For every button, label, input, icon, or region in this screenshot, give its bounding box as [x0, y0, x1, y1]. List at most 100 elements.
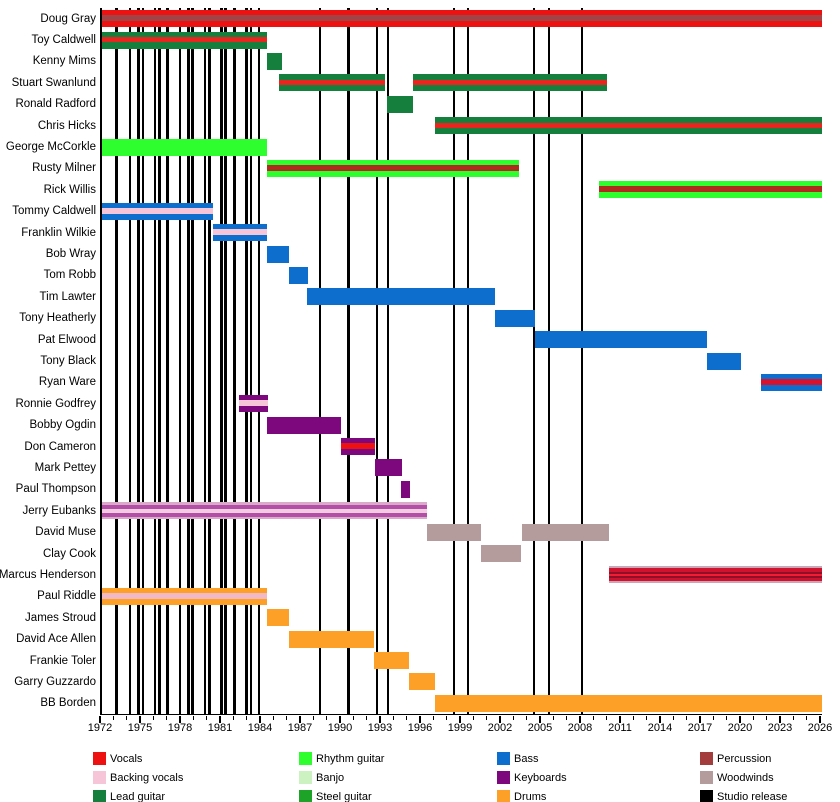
- x-axis-tick-label: 2011: [608, 722, 632, 734]
- studio-release-line: [318, 8, 322, 714]
- role-stripe: [267, 609, 289, 627]
- legend-swatch-studio-release: [700, 790, 713, 802]
- role-stripe: [435, 128, 822, 135]
- legend-swatch-lead-guitar: [93, 790, 106, 802]
- minor-tick: [245, 715, 248, 720]
- role-stripe: [435, 117, 822, 123]
- major-tick: [819, 715, 821, 723]
- role-stripe: [340, 438, 375, 443]
- studio-release-line: [580, 8, 584, 714]
- minor-tick: [592, 715, 595, 720]
- role-stripe: [598, 192, 822, 199]
- legend-label: Rhythm guitar: [316, 753, 385, 765]
- member-bar: [522, 523, 609, 541]
- legend-swatch-drums: [497, 790, 510, 802]
- studio-release-line: [466, 8, 470, 714]
- minor-tick: [192, 715, 195, 720]
- member-label: Tom Robb: [43, 269, 96, 282]
- member-bar: [480, 545, 521, 563]
- legend-swatch-rhythm-guitar: [299, 752, 312, 765]
- minor-tick: [792, 715, 795, 720]
- role-stripe: [288, 266, 308, 284]
- member-bar: [400, 480, 410, 498]
- member-bar: [279, 74, 386, 92]
- minor-tick: [632, 715, 635, 720]
- minor-tick: [605, 715, 608, 720]
- minor-tick: [312, 715, 315, 720]
- role-stripe: [267, 245, 289, 263]
- legend-swatch-percussion: [700, 752, 713, 765]
- role-stripe: [608, 581, 822, 584]
- major-tick: [139, 715, 141, 723]
- major-tick: [419, 715, 421, 723]
- member-bar: [288, 630, 374, 648]
- member-label: Tony Black: [40, 355, 96, 367]
- member-bar: [435, 117, 822, 135]
- studio-release-line: [220, 8, 223, 714]
- minor-tick: [205, 715, 208, 720]
- minor-tick: [645, 715, 648, 720]
- member-label: Tony Heatherly: [19, 312, 96, 325]
- member-bar: [239, 395, 268, 413]
- member-bar: [374, 459, 402, 477]
- member-bar: [267, 245, 289, 263]
- legend-swatch-backing-vocals: [93, 771, 106, 784]
- member-label: Rusty Milner: [32, 162, 96, 175]
- member-bar: [266, 416, 341, 434]
- studio-release-line: [128, 8, 132, 714]
- minor-tick: [672, 715, 675, 720]
- member-label: Paul Thompson: [15, 483, 96, 496]
- member-label: Tommy Caldwell: [12, 205, 96, 218]
- role-stripe: [288, 630, 374, 648]
- role-stripe: [387, 95, 413, 113]
- role-stripe: [102, 37, 268, 43]
- studio-release-line: [375, 8, 379, 714]
- major-tick: [99, 715, 101, 723]
- studio-release-line: [187, 8, 190, 714]
- member-bar: [412, 74, 608, 92]
- minor-tick: [765, 715, 768, 720]
- minor-tick: [152, 715, 155, 720]
- role-stripe: [267, 170, 520, 177]
- role-stripe: [239, 406, 268, 413]
- x-axis-tick-label: 1987: [287, 722, 313, 734]
- member-label: Stuart Swanlund: [11, 76, 96, 89]
- minor-tick: [472, 715, 475, 720]
- studio-release-line: [386, 8, 390, 714]
- role-stripe: [239, 395, 268, 401]
- major-tick: [259, 715, 261, 723]
- studio-release-line: [153, 8, 157, 714]
- legend-label: Drums: [514, 791, 547, 802]
- role-stripe: [535, 331, 708, 349]
- major-tick: [659, 715, 661, 723]
- role-stripe: [608, 573, 822, 577]
- studio-release-line: [452, 8, 456, 714]
- member-label: Frankie Toler: [29, 654, 96, 667]
- role-stripe: [598, 186, 822, 193]
- studio-release-line: [166, 8, 169, 714]
- role-stripe: [102, 213, 213, 220]
- major-tick: [699, 715, 701, 723]
- member-bar: [495, 309, 536, 327]
- role-stripe: [412, 74, 608, 81]
- minor-tick: [432, 715, 435, 720]
- member-bar: [102, 31, 268, 49]
- member-label: Ryan Ware: [38, 376, 96, 389]
- member-label: Doug Gray: [40, 12, 96, 25]
- minor-tick: [392, 715, 395, 720]
- member-bar: [760, 373, 822, 391]
- major-tick: [339, 715, 341, 723]
- minor-tick: [445, 715, 448, 720]
- role-stripe: [102, 202, 213, 208]
- member-bar: [212, 224, 268, 242]
- x-axis-tick-label: 1975: [127, 722, 153, 734]
- role-stripe: [608, 576, 822, 578]
- member-label: Paul Riddle: [37, 590, 96, 603]
- member-label: Jerry Eubanks: [22, 504, 96, 517]
- role-stripe: [760, 384, 822, 391]
- legend-swatch-banjo: [299, 771, 312, 784]
- x-axis-tick-label: 2005: [527, 722, 553, 734]
- member-label: Garry Guzzardo: [14, 675, 96, 688]
- minor-tick: [125, 715, 128, 720]
- minor-tick: [712, 715, 715, 720]
